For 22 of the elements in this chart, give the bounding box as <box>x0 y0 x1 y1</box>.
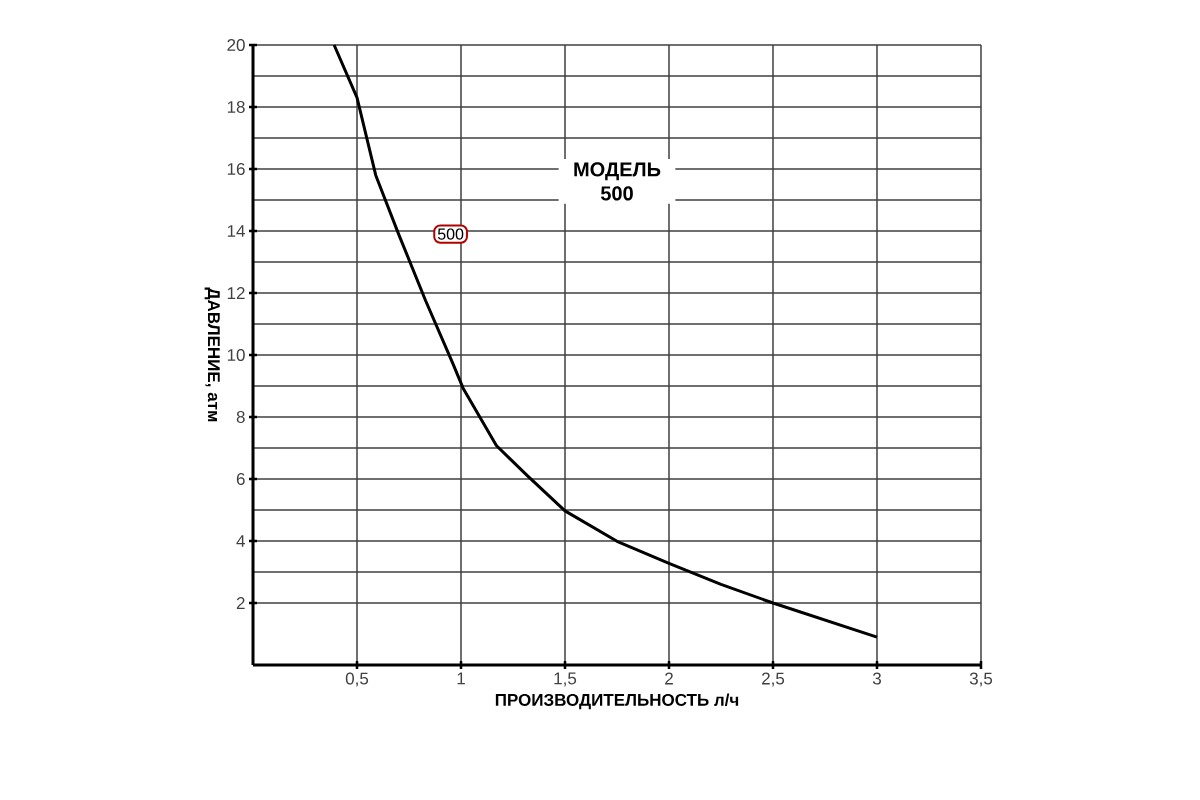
x-tick-label: 1 <box>457 672 465 685</box>
y-tick-label: 18 <box>227 100 245 114</box>
x-tick-label: 3 <box>872 672 881 685</box>
annotation: 500 <box>437 228 464 240</box>
x-tick-label: 2,5 <box>762 672 785 687</box>
x-axis-title: ПРОИЗВОДИТЕЛЬНОСТЬ л/ч <box>495 693 739 710</box>
y-tick-label: 6 <box>236 472 245 486</box>
annotation: МОДЕЛЬ 500 <box>574 162 661 201</box>
x-tick-label: 0,5 <box>345 672 369 687</box>
x-tick-label: 2 <box>665 672 673 685</box>
y-tick-label: 2 <box>236 597 245 609</box>
y-tick-label: 20 <box>227 38 245 52</box>
y-tick-label: 10 <box>227 348 245 362</box>
y-axis-title: ДАВЛЕНИЕ, атм <box>204 287 220 422</box>
y-tick-label: 14 <box>227 225 245 237</box>
line-series <box>332 43 879 639</box>
y-tick-label: 12 <box>227 287 245 299</box>
y-tick-label: 8 <box>236 410 245 424</box>
y-tick-label: 4 <box>236 535 245 547</box>
x-tick-label: 1,5 <box>554 672 577 687</box>
y-tick-label: 16 <box>227 162 245 176</box>
x-tick-label: 3,5 <box>969 672 993 687</box>
